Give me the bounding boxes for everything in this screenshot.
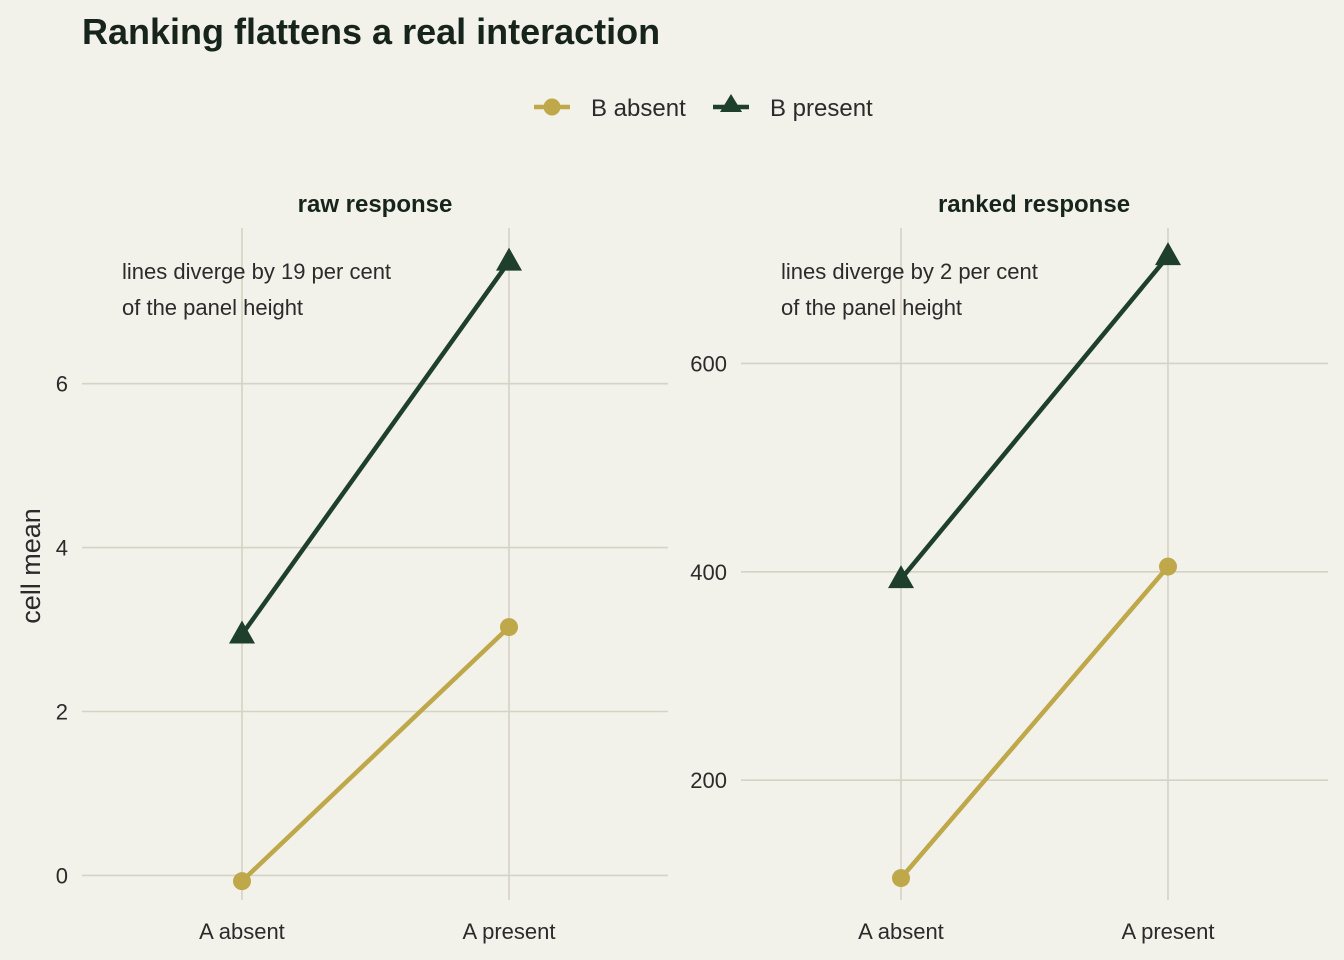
y-tick-label: 4 — [56, 536, 68, 561]
legend: B absent B present — [534, 94, 873, 122]
legend-label-b-present: B present — [770, 95, 873, 122]
series-line-b-present — [240, 260, 511, 636]
data-point-b-absent — [1159, 557, 1177, 576]
y-tick-label: 2 — [56, 700, 68, 725]
chart-title: Ranking flattens a real interaction — [82, 11, 660, 52]
panel-annotation: of the panel height — [781, 295, 962, 320]
panel-title: raw response — [298, 191, 453, 218]
y-tick-label: 400 — [690, 560, 727, 585]
data-point-b-absent — [892, 869, 910, 888]
data-point-b-present — [888, 565, 914, 589]
panel-annotation: lines diverge by 19 per cent — [122, 259, 391, 284]
data-point-b-present — [1155, 242, 1181, 266]
panel-annotation: of the panel height — [122, 295, 303, 320]
data-point-b-absent — [500, 618, 518, 637]
data-point-b-present — [229, 620, 255, 644]
data-point-b-present — [496, 247, 522, 271]
panel-annotation: lines diverge by 2 per cent — [781, 259, 1038, 284]
x-tick-label: A present — [1122, 919, 1215, 944]
panel-raw-response: raw response 0 2 4 6 A absent A present lines d… — [56, 191, 668, 944]
legend-label-b-absent: B absent — [591, 95, 686, 122]
series-line-b-present — [899, 254, 1170, 581]
y-tick-label: 600 — [690, 351, 727, 376]
series-line-b-absent — [899, 565, 1170, 880]
series-line-b-absent — [240, 625, 511, 883]
x-tick-label: A absent — [199, 919, 285, 944]
legend-marker-b-absent — [543, 98, 561, 116]
y-axis-label: cell mean — [16, 508, 46, 624]
x-tick-label: A present — [463, 919, 556, 944]
y-tick-label: 200 — [690, 768, 727, 793]
legend-marker-b-present — [720, 94, 742, 112]
x-tick-label: A absent — [858, 919, 944, 944]
legend-item-b-absent: B absent — [534, 95, 686, 122]
y-tick-label: 6 — [56, 372, 68, 397]
panel-ranked-response: ranked response 200 400 600 A absent A presen… — [690, 191, 1328, 944]
y-tick-label: 0 — [56, 863, 68, 888]
panel-title: ranked response — [938, 191, 1130, 218]
data-point-b-absent — [233, 872, 251, 891]
legend-item-b-present: B present — [713, 94, 873, 122]
